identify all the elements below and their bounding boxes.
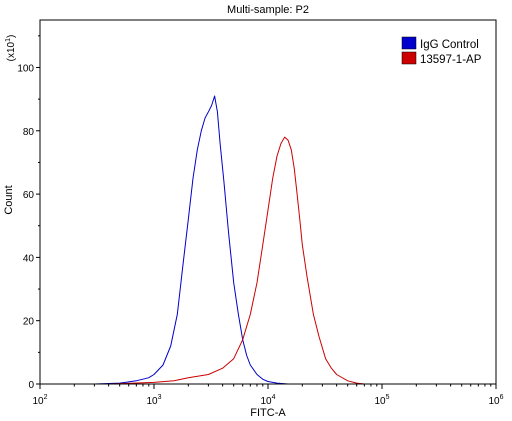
series-layer bbox=[94, 95, 365, 385]
y-multiplier-close: ) bbox=[6, 35, 17, 38]
x-tick-label: 103 bbox=[146, 394, 161, 407]
x-tick-label: 102 bbox=[32, 394, 47, 407]
x-axis-ticks: 102 103 104 105 106 bbox=[32, 384, 504, 407]
y-axis-ticks: 0 20 40 60 80 100 bbox=[17, 35, 40, 391]
legend-swatch-13597-1-ap bbox=[401, 51, 417, 65]
x-tick-label: 105 bbox=[374, 394, 389, 407]
x-tick-exponent: 5 bbox=[386, 394, 390, 401]
y-multiplier-label: (x101) bbox=[5, 35, 17, 62]
x-tick-base: 10 bbox=[374, 396, 386, 407]
y-multiplier-base: (x10 bbox=[6, 41, 17, 61]
x-tick-exponent: 4 bbox=[272, 394, 276, 401]
legend-label-13597-1-ap: 13597-1-AP bbox=[420, 54, 482, 66]
legend-swatch-igg-control bbox=[401, 36, 417, 50]
x-tick-base: 10 bbox=[260, 396, 272, 407]
series-line-13597-1-ap bbox=[108, 136, 365, 385]
x-tick-exponent: 2 bbox=[44, 394, 48, 401]
x-tick-label: 104 bbox=[260, 394, 275, 407]
y-tick-label: 80 bbox=[23, 127, 35, 138]
y-tick-label: 20 bbox=[23, 317, 35, 328]
y-tick-label: 40 bbox=[23, 253, 35, 264]
x-tick-base: 10 bbox=[32, 396, 44, 407]
chart-title: Multi-sample: P2 bbox=[227, 4, 309, 16]
x-tick-label: 106 bbox=[488, 394, 503, 407]
y-axis-label: Count bbox=[3, 185, 15, 214]
x-tick-base: 10 bbox=[146, 396, 158, 407]
plot-frame bbox=[39, 19, 497, 385]
y-multiplier-exp: 1 bbox=[5, 38, 12, 42]
legend: IgG Control 13597-1-AP bbox=[401, 36, 482, 66]
x-tick-exponent: 3 bbox=[158, 394, 162, 401]
x-tick-exponent: 6 bbox=[500, 394, 504, 401]
y-tick-label: 60 bbox=[23, 190, 35, 201]
legend-label-igg-control: IgG Control bbox=[420, 39, 479, 51]
x-axis-label: FITC-A bbox=[250, 407, 286, 419]
y-tick-label: 0 bbox=[28, 380, 34, 391]
x-tick-base: 10 bbox=[488, 396, 500, 407]
y-tick-label: 100 bbox=[17, 63, 34, 74]
series-line-igg-control bbox=[94, 95, 289, 385]
